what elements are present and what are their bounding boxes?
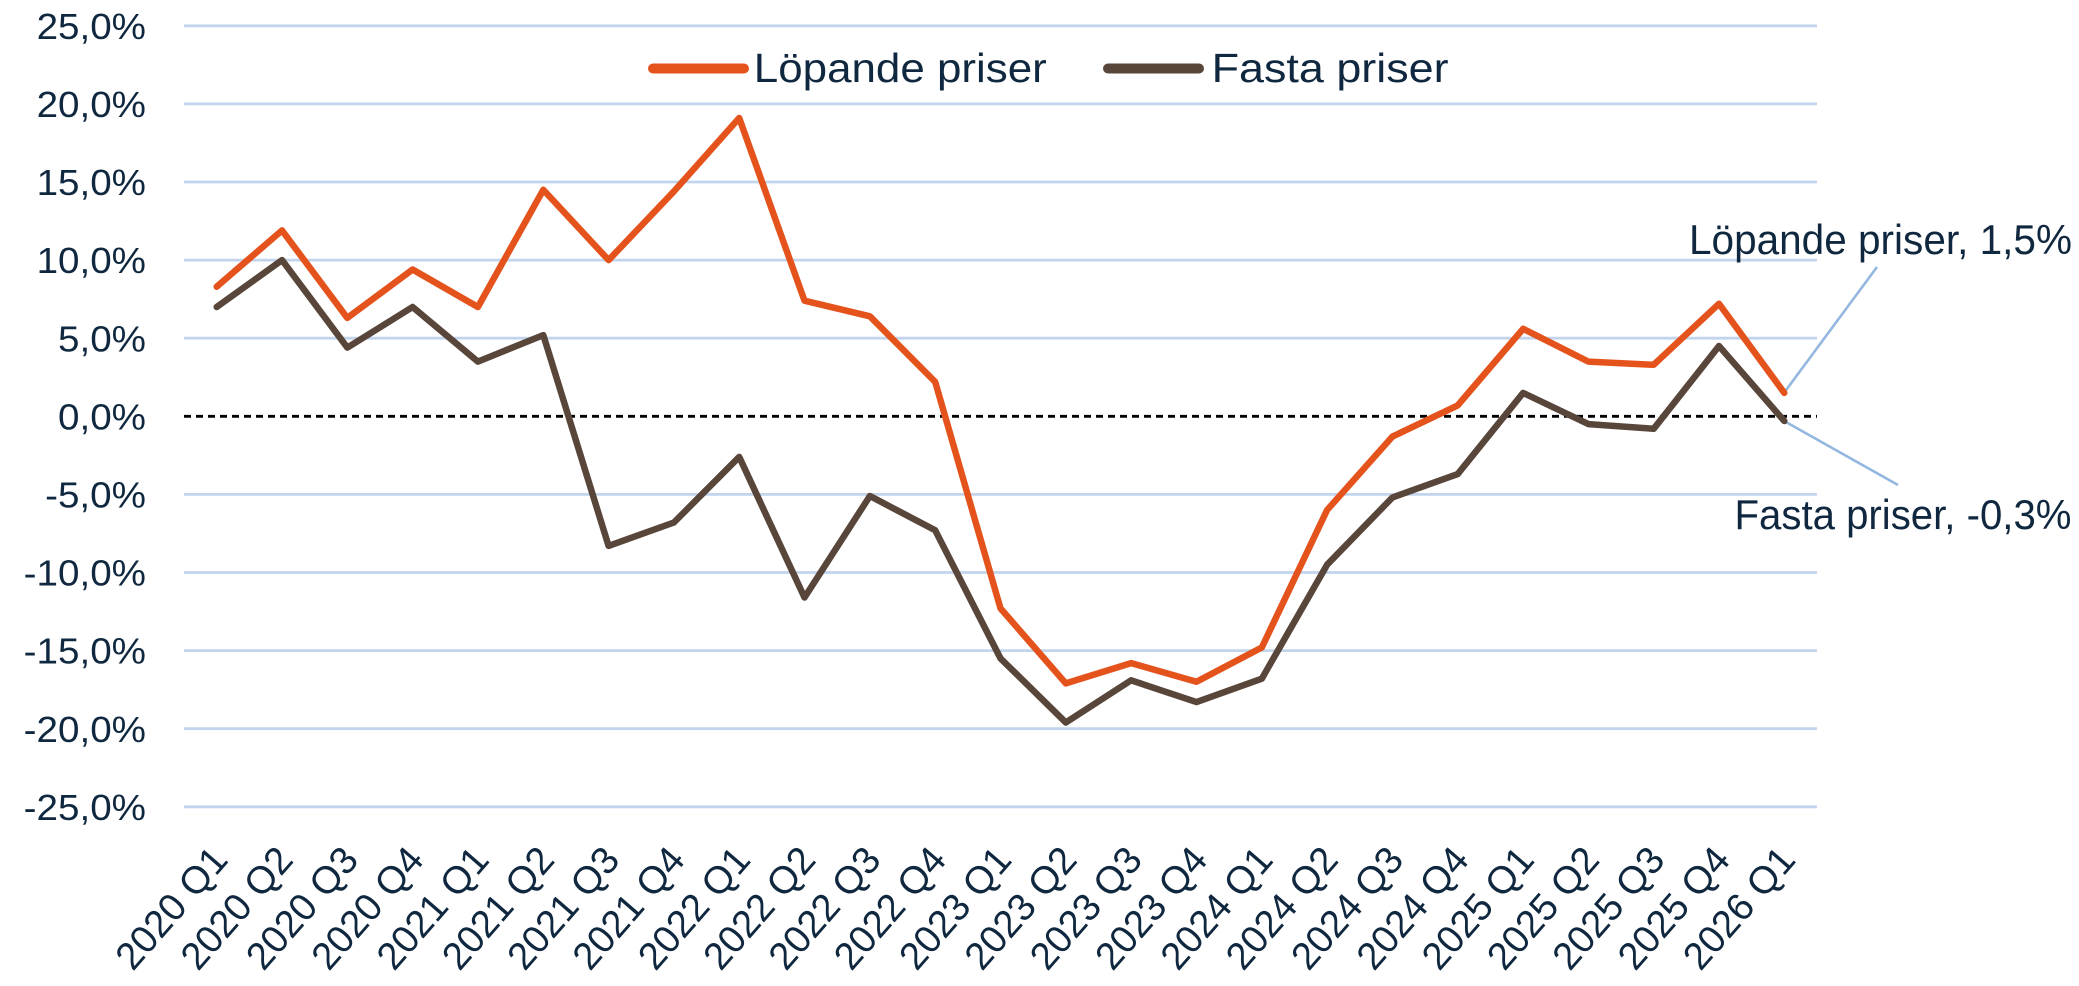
svg-text:Fasta priser, -0,3%: Fasta priser, -0,3%: [1735, 491, 2072, 538]
svg-text:-15,0%: -15,0%: [24, 631, 146, 672]
svg-text:-20,0%: -20,0%: [24, 709, 146, 750]
svg-text:Fasta priser: Fasta priser: [1212, 45, 1449, 91]
svg-text:5,0%: 5,0%: [58, 318, 146, 359]
svg-text:Löpande priser: Löpande priser: [754, 45, 1047, 91]
svg-text:-5,0%: -5,0%: [45, 475, 146, 516]
svg-text:25,0%: 25,0%: [37, 6, 146, 47]
svg-text:0,0%: 0,0%: [58, 396, 146, 437]
svg-text:-25,0%: -25,0%: [24, 787, 146, 828]
svg-text:10,0%: 10,0%: [37, 240, 146, 281]
svg-text:Löpande priser, 1,5%: Löpande priser, 1,5%: [1689, 216, 2072, 263]
svg-text:20,0%: 20,0%: [37, 84, 146, 125]
svg-text:15,0%: 15,0%: [37, 162, 146, 203]
svg-text:-10,0%: -10,0%: [24, 553, 146, 594]
